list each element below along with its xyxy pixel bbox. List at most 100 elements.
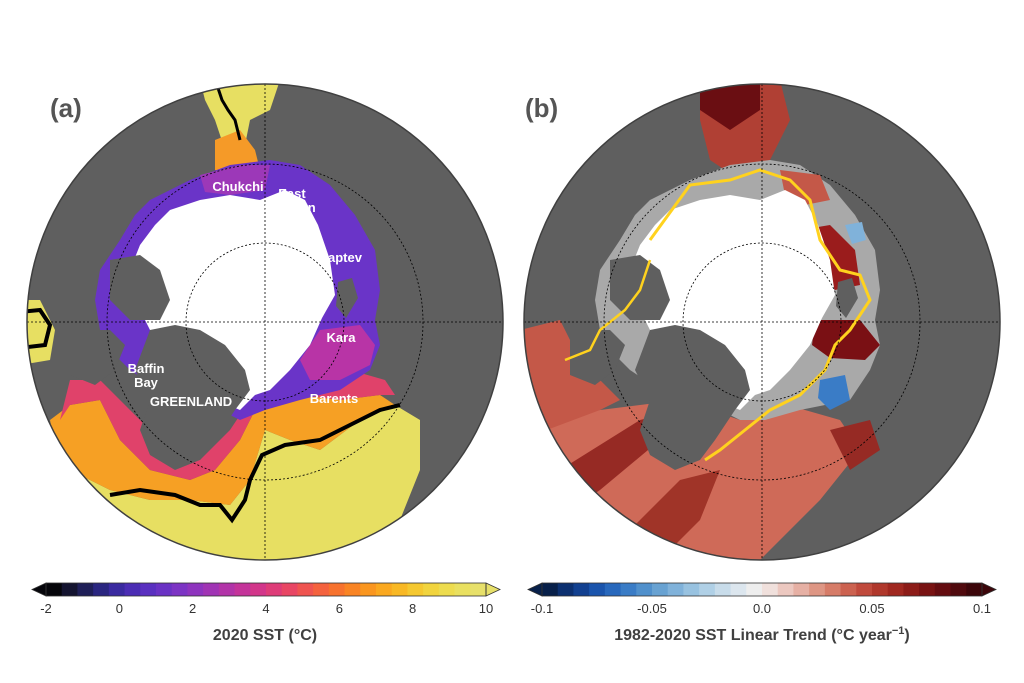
dark-streak-3-b xyxy=(830,420,880,470)
ice-edge-contour-2-b xyxy=(564,259,652,362)
colorbar-swatch xyxy=(93,583,110,596)
colorbar-swatch xyxy=(542,583,559,596)
ice-edge-contour-b xyxy=(648,168,872,462)
colorbar-swatch xyxy=(683,583,700,596)
colorbar-swatch xyxy=(667,583,684,596)
colorbar-swatch xyxy=(124,583,141,596)
colorbar-b-title-exp: −1 xyxy=(892,625,905,637)
colorbar-swatch xyxy=(281,583,298,596)
colorbar-swatch xyxy=(77,583,94,596)
colorbar-swatch xyxy=(187,583,204,596)
colorbar-b-title-main: 1982-2020 SST Linear Trend (°C year xyxy=(614,627,892,644)
polar-front-line-a xyxy=(109,403,401,524)
panel-label-b: (b) xyxy=(525,93,558,123)
colorbar-swatch xyxy=(856,583,873,596)
cooling-b xyxy=(818,375,850,410)
colorbar-swatch xyxy=(746,583,763,596)
orange-band-a xyxy=(50,395,395,505)
colorbar-tick-label: 8 xyxy=(409,601,416,616)
region-label-baffin: Baffin xyxy=(128,361,165,376)
map-boundary-b xyxy=(523,83,1001,561)
colorbar-b-title-end: ) xyxy=(904,627,909,644)
colorbar-frame xyxy=(541,582,983,597)
colorbar-tick-label: 10 xyxy=(479,601,493,616)
region-label-kara: Kara xyxy=(327,330,357,345)
colorbar-tick-label: 0.1 xyxy=(973,601,991,616)
colorbar-swatch xyxy=(218,583,236,596)
colorbar-swatch xyxy=(470,583,487,596)
colorbar-swatch xyxy=(620,583,637,596)
region-label-laptev: Laptev xyxy=(320,250,363,265)
map-boundary-a xyxy=(26,83,504,561)
colorbar-swatch xyxy=(966,583,983,596)
colorbar-b-title: 1982-2020 SST Linear Trend (°C year−1) xyxy=(614,625,910,644)
colorbar-swatch xyxy=(762,583,779,596)
colorbar-swatch xyxy=(714,583,732,596)
colorbar-tick-label: -0.1 xyxy=(531,601,553,616)
colorbar-swatch xyxy=(872,583,889,596)
colorbar-swatch xyxy=(391,583,408,596)
colorbar-b xyxy=(527,582,997,597)
colorbar-swatch xyxy=(573,583,590,596)
archipelago-a xyxy=(110,255,170,320)
map-panel-b: (b) xyxy=(523,83,1001,561)
colorbar-swatch xyxy=(156,583,173,596)
colorbar-swatch xyxy=(636,583,653,596)
colorbar-swatch xyxy=(950,583,967,596)
colorbar-min-arrow xyxy=(527,582,543,597)
colorbar-swatch xyxy=(140,583,157,596)
colorbar-swatch xyxy=(903,583,920,596)
colorbar-swatch xyxy=(313,583,330,596)
colorbar-a xyxy=(31,582,501,597)
colorbar-swatch xyxy=(266,583,283,596)
left-front-line-a xyxy=(27,307,53,350)
colorbar-swatch xyxy=(557,583,574,596)
colorbar-swatch xyxy=(438,583,456,596)
colorbar-swatch xyxy=(407,583,424,596)
pacific-dark-b xyxy=(700,84,760,130)
severnaya-b xyxy=(836,278,858,318)
colorbar-b-ticks: -0.1 -0.05 0.0 0.05 0.1 xyxy=(531,601,991,616)
region-label-barents: Barents xyxy=(310,391,358,406)
pacific-front-line-a xyxy=(216,87,242,141)
colorbar-tick-label: 0.0 xyxy=(753,601,771,616)
colorbar-tick-label: -0.05 xyxy=(637,601,667,616)
region-label-chukchi: Chukchi xyxy=(212,179,263,194)
cooling-2-b xyxy=(845,222,866,244)
colorbar-tick-label: 0.05 xyxy=(859,601,884,616)
colorbar-swatch xyxy=(652,583,669,596)
colorbar-tick-label: 6 xyxy=(336,601,343,616)
greenland-land-a xyxy=(135,325,250,470)
colorbar-swatch xyxy=(777,583,794,596)
colorbar-swatch xyxy=(423,583,440,596)
colorbar-swatch xyxy=(376,583,393,596)
colorbar-swatch xyxy=(203,583,220,596)
colorbar-swatch xyxy=(824,583,842,596)
colorbar-tick-label: 4 xyxy=(262,601,269,616)
colorbar-a-title: 2020 SST (°C) xyxy=(213,627,317,644)
magenta-chukchi-a xyxy=(200,165,270,195)
map-panel-a: (a) Chukchi East Siberian Laptev Kara Ba… xyxy=(26,83,504,561)
colorbar-swatch xyxy=(171,583,188,596)
kara-warm-b xyxy=(812,320,880,360)
red-band-a xyxy=(60,370,395,480)
colorbar-swatch xyxy=(809,583,826,596)
colorbar-max-arrow xyxy=(981,582,997,597)
colorbar-swatch xyxy=(934,583,952,596)
colorbar-tick-label: 0 xyxy=(116,601,123,616)
colorbar-swatch xyxy=(250,583,267,596)
colorbar-swatch xyxy=(108,583,126,596)
region-label-siberian: Siberian xyxy=(264,200,315,215)
colorbar-tick-label: -2 xyxy=(40,601,52,616)
colorbar-frame xyxy=(45,582,487,597)
baffin-island-b xyxy=(570,330,625,385)
greenland-land-b xyxy=(635,325,750,470)
colorbar-swatch xyxy=(919,583,936,596)
colorbar-swatch xyxy=(46,583,63,596)
colorbar-swatch xyxy=(297,583,314,596)
graticule-b xyxy=(524,84,1000,560)
magenta-kara-a xyxy=(300,325,375,380)
colorbar-min-arrow xyxy=(31,582,47,597)
colorbar-swatch xyxy=(840,583,857,596)
colorbar-swatch xyxy=(604,583,622,596)
